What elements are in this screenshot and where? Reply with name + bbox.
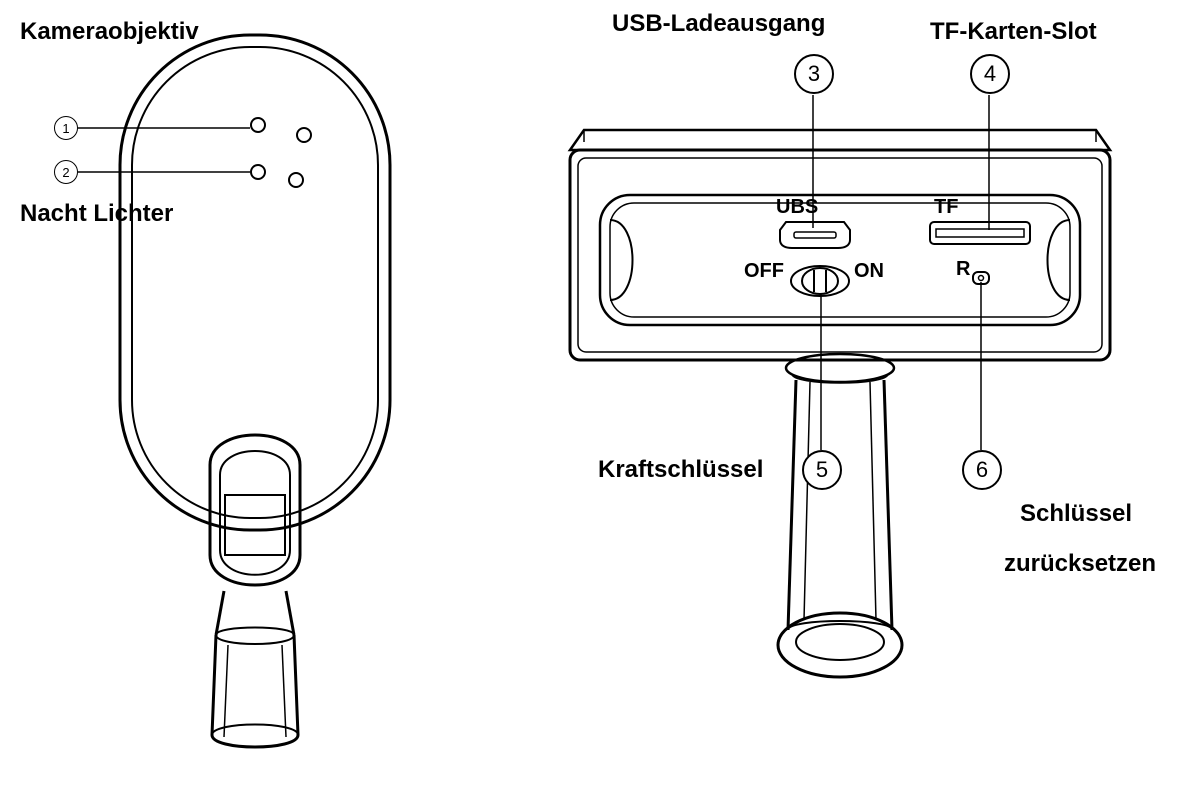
label-tf-karten-slot: TF-Karten-Slot	[930, 18, 1097, 46]
label-schluessel: Schlüssel	[1020, 500, 1132, 528]
port-label-ubs: UBS	[776, 196, 818, 219]
label-zuruecksetzen: zurücksetzen	[1004, 550, 1156, 578]
diagram-canvas: Kameraobjektiv Nacht Lichter 1 2	[0, 0, 1200, 800]
label-kraftschluessel: Kraftschlüssel	[598, 456, 763, 484]
port-label-r: R	[956, 258, 970, 281]
marker-6: 6	[962, 450, 1002, 490]
marker-5-text: 5	[816, 457, 828, 483]
port-label-tf: TF	[934, 196, 958, 219]
marker-4-text: 4	[984, 61, 996, 87]
marker-4: 4	[970, 54, 1010, 94]
marker-5: 5	[802, 450, 842, 490]
label-usb-ladeausgang: USB-Ladeausgang	[612, 10, 825, 38]
marker-3-text: 3	[808, 61, 820, 87]
right-view-drawing	[0, 0, 1200, 800]
port-label-on: ON	[854, 260, 884, 283]
marker-6-text: 6	[976, 457, 988, 483]
port-label-off: OFF	[744, 260, 784, 283]
marker-3: 3	[794, 54, 834, 94]
